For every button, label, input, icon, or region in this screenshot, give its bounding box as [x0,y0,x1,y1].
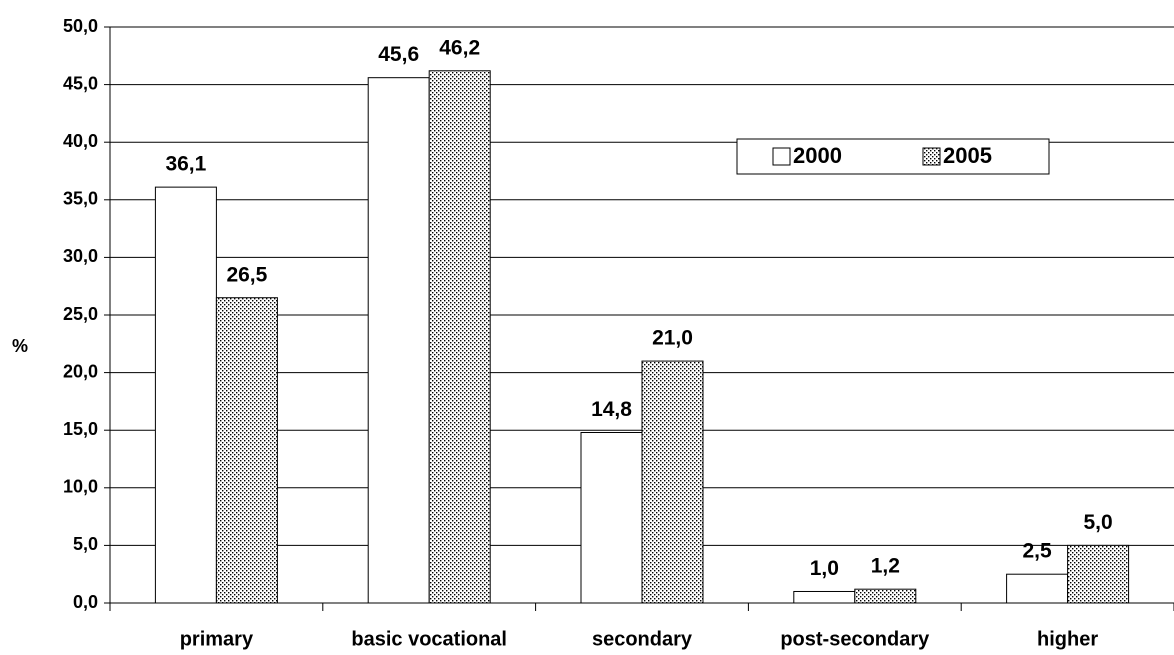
bar [1006,573,1069,604]
legend-swatch [772,147,791,166]
bar [367,77,430,604]
y-tick-label: 30,0 [63,246,98,266]
x-tick-label: post-secondary [780,628,930,650]
y-tick-label: 10,0 [63,477,98,497]
value-label: 21,0 [652,327,693,350]
y-tick-label: 50,0 [63,16,98,36]
y-axis-label: % [12,336,28,356]
legend-label: 2000 [793,143,842,168]
value-label: 2,5 [1022,540,1052,563]
bar [154,186,217,604]
x-tick-label: higher [1037,628,1098,650]
value-label: 1,2 [871,555,900,578]
bar [215,297,278,604]
y-tick-label: 40,0 [63,131,98,151]
bar [641,360,704,604]
value-label: 14,8 [591,398,632,421]
bar [854,588,917,604]
y-tick-label: 25,0 [63,304,98,324]
x-tick-label: primary [180,628,254,650]
legend-label: 2005 [943,143,992,168]
y-tick-label: 0,0 [73,592,98,612]
x-tick-label: basic vocational [351,628,507,650]
value-label: 46,2 [439,36,480,59]
value-label: 36,1 [165,153,206,176]
bar [793,590,856,604]
y-tick-label: 35,0 [63,189,98,209]
y-tick-label: 15,0 [63,419,98,439]
value-label: 26,5 [226,263,267,286]
value-label: 5,0 [1083,511,1112,534]
bar [580,432,643,604]
y-tick-label: 5,0 [73,534,98,554]
value-label: 45,6 [378,43,419,66]
value-label: 1,0 [810,557,839,580]
bar [428,70,491,604]
x-tick-label: secondary [592,628,693,650]
y-tick-label: 20,0 [63,361,98,381]
legend-swatch [922,147,941,166]
y-tick-label: 45,0 [63,73,98,93]
bar [1067,544,1130,604]
